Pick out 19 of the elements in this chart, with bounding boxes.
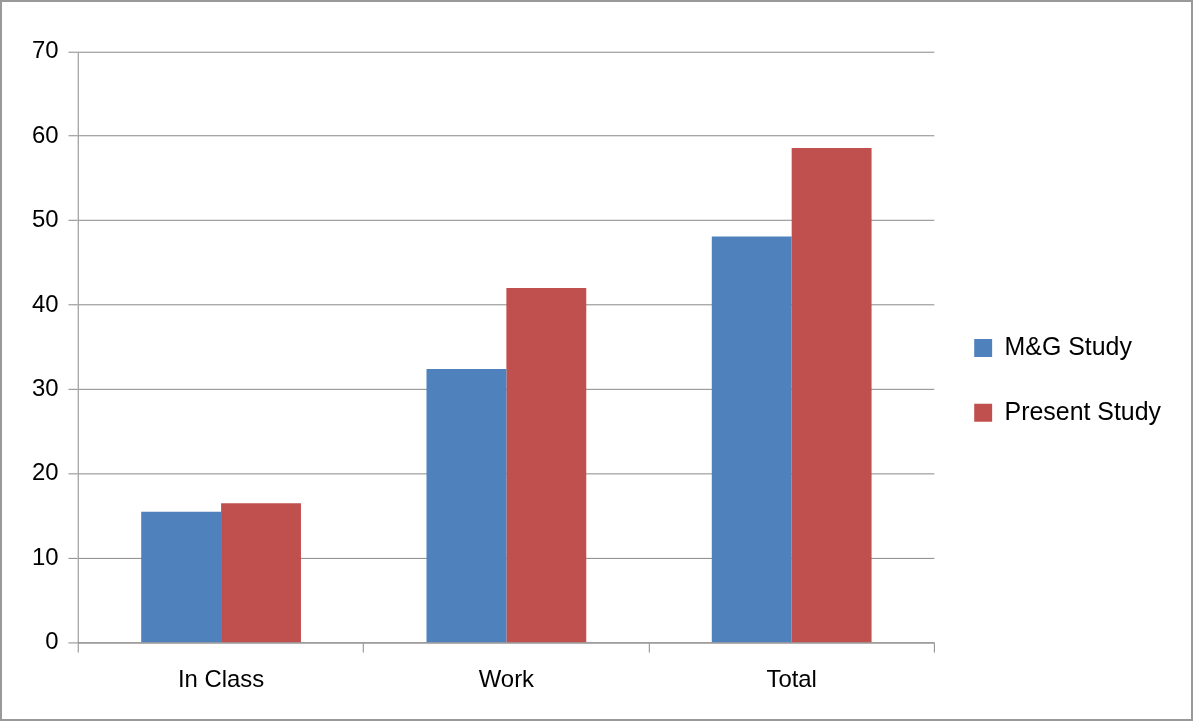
legend-label: M&G Study (1004, 331, 1133, 360)
legend-label: Present Study (1004, 396, 1162, 425)
y-tick-label: 20 (31, 458, 59, 486)
x-tick-label: Total (766, 665, 817, 693)
y-tick-label: 70 (31, 36, 59, 64)
bar (426, 369, 507, 643)
bar (506, 288, 587, 643)
y-tick-label: 60 (31, 120, 59, 148)
y-tick-label: 50 (31, 205, 59, 233)
x-tick-label: Work (478, 665, 535, 693)
y-tick-label: 30 (31, 373, 59, 401)
x-tick-label: In Class (177, 665, 265, 693)
bar (221, 503, 301, 643)
y-tick-label: 10 (31, 542, 59, 570)
bar (711, 236, 792, 643)
bar (791, 147, 872, 643)
bar (141, 511, 222, 643)
y-tick-label: 40 (31, 289, 59, 317)
y-tick-label: 0 (45, 627, 59, 655)
